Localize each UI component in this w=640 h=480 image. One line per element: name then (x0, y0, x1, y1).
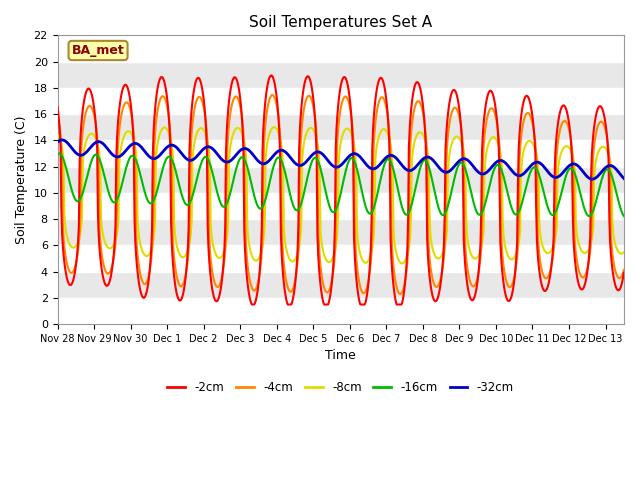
Title: Soil Temperatures Set A: Soil Temperatures Set A (249, 15, 432, 30)
Legend: -2cm, -4cm, -8cm, -16cm, -32cm: -2cm, -4cm, -8cm, -16cm, -32cm (163, 377, 518, 399)
Bar (58, 272, 624, 298)
Text: BA_met: BA_met (72, 44, 124, 57)
Bar (58, 36, 624, 61)
Bar (58, 193, 624, 219)
Bar (58, 298, 624, 324)
X-axis label: Time: Time (325, 349, 356, 362)
Bar (58, 61, 624, 88)
Bar (58, 114, 624, 140)
Bar (58, 245, 624, 272)
Bar (58, 88, 624, 114)
Bar (58, 219, 624, 245)
Y-axis label: Soil Temperature (C): Soil Temperature (C) (15, 116, 28, 244)
Bar (58, 167, 624, 193)
Bar (58, 140, 624, 167)
